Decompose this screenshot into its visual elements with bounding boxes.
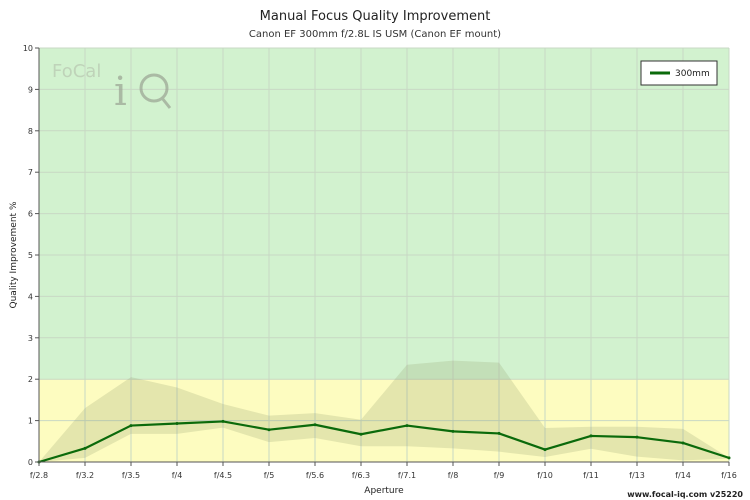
range-band-0 xyxy=(39,360,729,462)
logo-wordmark: FoCal xyxy=(52,61,101,82)
data-point-f/5 xyxy=(267,428,271,432)
chart-title: Manual Focus Quality Improvement xyxy=(260,9,491,24)
data-point-f/4.5 xyxy=(221,419,225,423)
legend: 300mm xyxy=(640,60,718,86)
x-tick-label-f/5: f/5 xyxy=(264,471,275,480)
x-tick-label-f/5.6: f/5.6 xyxy=(306,471,324,480)
series-line-0 xyxy=(38,420,730,464)
legend-label-0: 300mm xyxy=(675,69,710,79)
x-tick-label-f/16: f/16 xyxy=(721,471,737,480)
x-tick-label-f/3.5: f/3.5 xyxy=(122,471,140,480)
y-tick-label-1: 1 xyxy=(28,417,33,426)
data-point-f/10 xyxy=(543,448,547,452)
data-point-f/3.2 xyxy=(83,446,87,450)
x-tick-label-f/6.3: f/6.3 xyxy=(352,471,370,480)
y-tick-label-5: 5 xyxy=(28,251,33,260)
x-axis-label: Aperture xyxy=(364,486,404,496)
y-tick-label-0: 0 xyxy=(28,458,33,467)
y-tick-label-6: 6 xyxy=(28,210,33,219)
y-axis-label: Quality Improvement % xyxy=(9,201,19,308)
chart-subtitle: Canon EF 300mm f/2.8L IS USM (Canon EF m… xyxy=(249,29,501,40)
data-point-f/4 xyxy=(175,421,179,425)
data-point-f/3.5 xyxy=(129,424,133,428)
data-point-f/6.3 xyxy=(359,432,363,436)
data-point-f/14 xyxy=(681,441,685,445)
y-tick-labels: 0 1 2 3 4 5 6 7 8 9 10 xyxy=(23,44,39,467)
y-tick-label-10: 10 xyxy=(23,44,33,53)
x-tick-label-f/11: f/11 xyxy=(583,471,599,480)
x-tick-label-f/4.5: f/4.5 xyxy=(214,471,232,480)
x-tick-label-f/8: f/8 xyxy=(448,471,459,480)
x-tick-label-f/2.8: f/2.8 xyxy=(30,471,48,480)
data-point-f/16 xyxy=(727,456,731,460)
y-tick-label-9: 9 xyxy=(28,85,33,94)
data-point-f/5.6 xyxy=(313,423,317,427)
footer-url: www.focal-iq.com v25220 xyxy=(627,490,743,499)
x-tick-label-f/9: f/9 xyxy=(494,471,505,480)
data-point-f/13 xyxy=(635,435,639,439)
series-points xyxy=(37,419,731,464)
x-tick-label-f/13: f/13 xyxy=(629,471,645,480)
y-tick-label-4: 4 xyxy=(28,292,33,301)
x-tick-labels: f/2.8 f/3.2 f/3.5 f/4 f/4.5 f/5 f/5.6 f/6.3 f/7.… xyxy=(30,462,737,480)
data-point-f/8 xyxy=(451,429,455,433)
data-point-f/7.1 xyxy=(405,424,409,428)
svg-text:i: i xyxy=(114,69,127,115)
x-tick-label-f/7.1: f/7.1 xyxy=(398,471,416,480)
magnifier-icon xyxy=(139,73,169,103)
x-tick-label-f/4: f/4 xyxy=(172,471,183,480)
focal-iq-logo: FoCal i xyxy=(52,61,172,115)
y-tick-label-8: 8 xyxy=(28,127,33,136)
x-tick-label-f/3.2: f/3.2 xyxy=(76,471,94,480)
x-tick-label-f/14: f/14 xyxy=(675,471,691,480)
y-tick-label-7: 7 xyxy=(28,168,33,177)
x-tick-label-f/10: f/10 xyxy=(537,471,553,480)
data-point-f/11 xyxy=(589,434,593,438)
data-point-f/9 xyxy=(497,431,501,435)
y-tick-label-3: 3 xyxy=(28,334,33,343)
series-lines xyxy=(38,420,730,464)
y-tick-label-2: 2 xyxy=(28,375,33,384)
series-range-band xyxy=(39,360,729,462)
